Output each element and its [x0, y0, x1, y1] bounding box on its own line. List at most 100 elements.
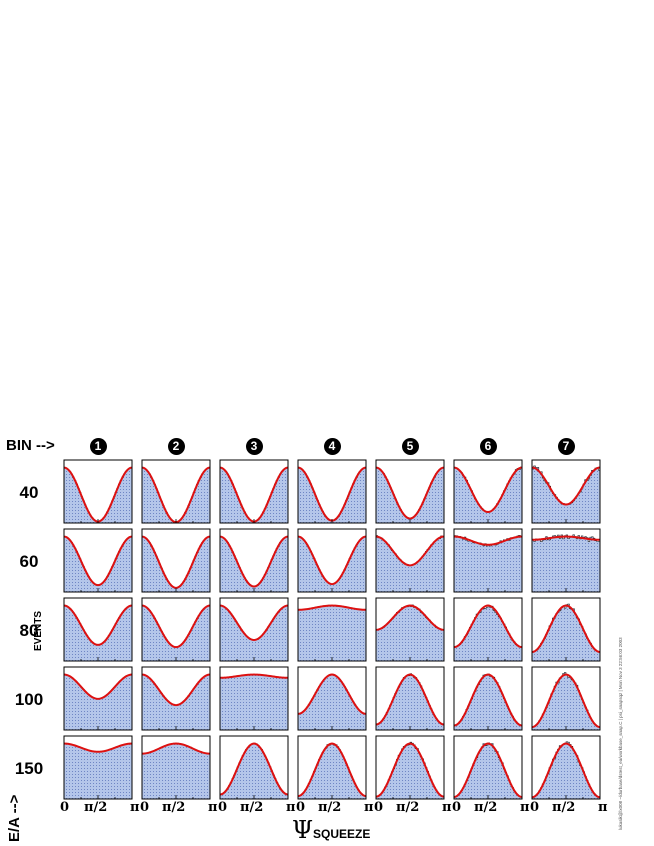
- histogram-bars: [219, 467, 289, 524]
- histogram-bars: [375, 604, 445, 662]
- panel-100-bin-6: [453, 666, 523, 731]
- panel-60-bin-4: [297, 528, 367, 593]
- fit-curve: [531, 742, 601, 799]
- panel-80-bin-7: [531, 597, 601, 662]
- fit-curve: [141, 742, 211, 755]
- panel-150-bin-4: [297, 735, 367, 800]
- histogram-bars: [297, 467, 367, 524]
- panel-80-bin-6: [453, 597, 523, 662]
- energy-label-80: 80: [19, 621, 39, 640]
- histogram-bars: [297, 674, 367, 731]
- panel-40-bin-6: [453, 459, 523, 524]
- fit-curve: [375, 466, 445, 520]
- histogram-bars: [375, 467, 445, 524]
- x-tick-label: π/2: [84, 800, 108, 815]
- fit-curve: [531, 604, 601, 653]
- bin-number-7: 7: [557, 438, 575, 455]
- fit-curve: [141, 673, 211, 707]
- ea-axis-label: E/A -->: [6, 794, 23, 842]
- histogram-bars: [453, 605, 523, 662]
- panel-40-bin-1: [63, 459, 133, 524]
- histogram-bars: [531, 741, 601, 800]
- panel-40-bin-5: [375, 459, 445, 524]
- histogram-bars: [141, 674, 211, 731]
- fit-curve: [375, 673, 445, 726]
- histogram-bars: [375, 673, 445, 731]
- histogram-bars: [219, 742, 289, 800]
- histogram-bars: [219, 674, 289, 731]
- panel-80-bin-1: [63, 597, 133, 662]
- fit-curve: [453, 604, 523, 649]
- bin-number-6: 6: [479, 438, 497, 455]
- bin-number-4: 4: [323, 438, 341, 455]
- x-tick-label: 0: [296, 800, 306, 815]
- panel-100-bin-7: [531, 666, 601, 731]
- x-tick-label: π/2: [318, 800, 342, 815]
- fit-curve: [141, 535, 211, 589]
- x-tick-label: 0: [218, 800, 228, 815]
- histogram-bars: [141, 536, 211, 593]
- histogram-bars: [453, 673, 523, 731]
- x-tick-label: π: [364, 800, 374, 815]
- x-tick-label: 0: [140, 800, 150, 815]
- x-tick-label: π/2: [162, 800, 186, 815]
- x-tick-label: π/2: [552, 800, 576, 815]
- energy-label-40: 40: [19, 483, 39, 502]
- fit-curve: [375, 742, 445, 798]
- bin-number-1: 1: [89, 438, 107, 455]
- fit-curve: [219, 604, 289, 641]
- fit-curve: [453, 673, 523, 727]
- fit-curve: [297, 742, 367, 798]
- panel-150-bin-6: [453, 735, 523, 800]
- x-tick-label: π: [598, 800, 608, 815]
- fit-curve: [63, 535, 133, 587]
- bin-number-2: 2: [167, 438, 185, 455]
- histogram-bars: [453, 742, 523, 800]
- x-tick-label: π: [130, 800, 140, 815]
- fit-curve: [219, 673, 289, 679]
- histogram-bars: [63, 467, 133, 524]
- x-tick-label: π: [286, 800, 296, 815]
- fit-curve: [531, 673, 601, 729]
- panel-150-bin-1: [63, 735, 133, 800]
- x-tick-label: π: [208, 800, 218, 815]
- bin-number-3: 3: [245, 438, 263, 455]
- histogram-bars: [531, 603, 601, 662]
- histogram-bars: [531, 534, 601, 593]
- fit-curve: [297, 673, 367, 715]
- events-axis-label: EVENTS: [33, 610, 44, 651]
- fit-curve: [531, 535, 601, 541]
- panel-60-bin-2: [141, 528, 211, 593]
- x-tick-label: 0: [452, 800, 462, 815]
- x-tick-label: 0: [60, 800, 70, 815]
- x-tick-label: 0: [530, 800, 540, 815]
- x-tick-label: π: [520, 800, 530, 815]
- fit-curve: [531, 466, 601, 506]
- panel-150-bin-2: [141, 735, 211, 800]
- fit-curve: [63, 604, 133, 646]
- panel-100-bin-4: [297, 666, 367, 731]
- histogram-bars: [63, 674, 133, 731]
- fit-curve: [297, 535, 367, 586]
- x-axis-title: ΨSQUEEZE: [292, 816, 370, 844]
- panel-40-bin-7: [531, 459, 601, 524]
- energy-label-60: 60: [19, 552, 39, 571]
- fit-curve: [453, 535, 523, 546]
- energy-label-150: 150: [14, 759, 44, 778]
- file-stamp: lukasik@lx008 ~/durbase/dstest_ea/workba…: [618, 637, 623, 830]
- fit-curve: [375, 604, 445, 631]
- x-tick-label: π/2: [396, 800, 420, 815]
- panel-60-bin-5: [375, 528, 445, 593]
- fit-curve: [63, 742, 133, 753]
- panel-60-bin-1: [63, 528, 133, 593]
- x-tick-label: π: [442, 800, 452, 815]
- fit-curve: [219, 742, 289, 796]
- fit-curve: [219, 535, 289, 588]
- fit-curve: [453, 742, 523, 798]
- histogram-bars: [375, 535, 445, 593]
- panel-100-bin-5: [375, 666, 445, 731]
- fit-curve: [375, 535, 445, 567]
- fit-curve: [141, 604, 211, 649]
- histogram-bars: [531, 672, 601, 731]
